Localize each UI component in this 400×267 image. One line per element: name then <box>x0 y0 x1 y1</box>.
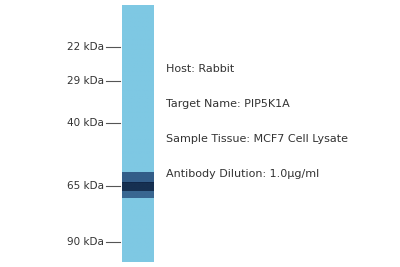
Text: 65 kDa: 65 kDa <box>67 180 104 191</box>
Text: 90 kDa: 90 kDa <box>67 237 104 247</box>
Text: 22 kDa: 22 kDa <box>67 42 104 52</box>
Text: Sample Tissue: MCF7 Cell Lysate: Sample Tissue: MCF7 Cell Lysate <box>166 134 348 144</box>
Text: Target Name: PIP5K1A: Target Name: PIP5K1A <box>166 99 290 109</box>
Text: Host: Rabbit: Host: Rabbit <box>166 64 234 74</box>
Text: Antibody Dilution: 1.0µg/ml: Antibody Dilution: 1.0µg/ml <box>166 168 319 179</box>
Text: 29 kDa: 29 kDa <box>67 76 104 87</box>
Text: 40 kDa: 40 kDa <box>67 118 104 128</box>
